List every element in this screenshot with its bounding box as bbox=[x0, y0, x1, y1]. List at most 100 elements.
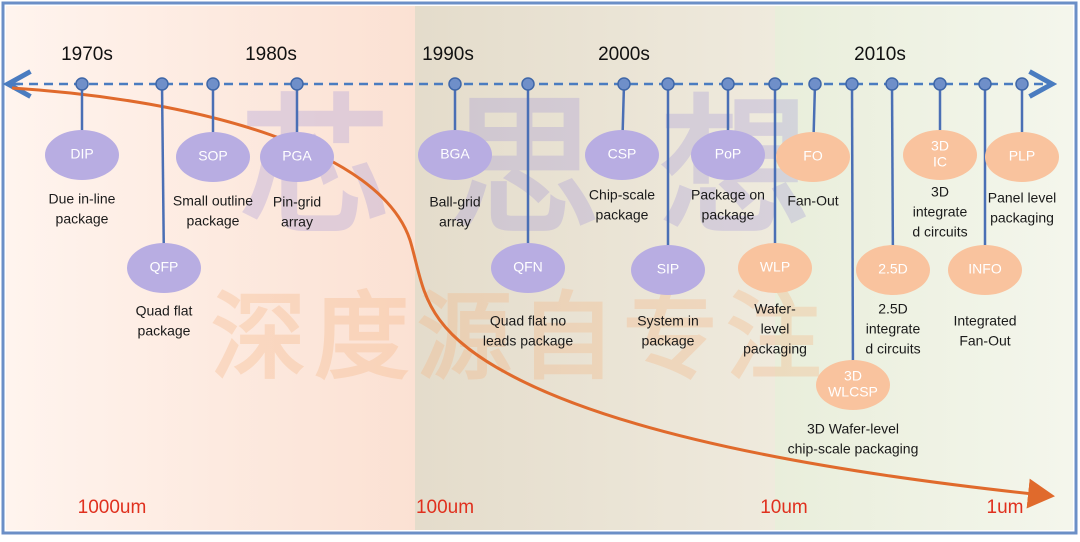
decade-label: 1970s bbox=[61, 44, 113, 65]
package-bubble bbox=[176, 132, 250, 182]
package-description: package bbox=[596, 207, 649, 223]
package-description: level bbox=[761, 321, 790, 337]
package-description: System in bbox=[637, 313, 698, 329]
package-label: INFO bbox=[968, 261, 1002, 277]
package-description: Fan-Out bbox=[787, 193, 838, 209]
connector bbox=[850, 83, 855, 386]
package-description: chip-scale packaging bbox=[788, 441, 919, 457]
package-label: SIP bbox=[657, 261, 680, 277]
timeline-dot bbox=[885, 77, 899, 91]
timeline-dot bbox=[206, 77, 220, 91]
package-description: integrate bbox=[913, 204, 968, 220]
package-label: QFN bbox=[513, 259, 543, 275]
package-bubble bbox=[585, 130, 659, 180]
package-label: SOP bbox=[198, 148, 228, 164]
package-description: 2.5D bbox=[878, 301, 908, 317]
decade-label: 2010s bbox=[854, 44, 906, 65]
package-bubble bbox=[856, 245, 930, 295]
decade-label: 2000s bbox=[598, 44, 650, 65]
content: 1970s 1980s 1990s 2000s 2010s DIP Due in-line p… bbox=[45, 44, 1059, 518]
timeline-dot bbox=[521, 77, 535, 91]
feature-size-label: 10um bbox=[760, 497, 808, 518]
timeline-dot bbox=[768, 77, 782, 91]
package-description: package bbox=[56, 211, 109, 227]
package-bubble bbox=[985, 132, 1059, 182]
package-description: package bbox=[642, 333, 695, 349]
package-description: package bbox=[187, 213, 240, 229]
package-bubble bbox=[738, 243, 812, 293]
package-description: Wafer- bbox=[754, 301, 796, 317]
timeline-dot bbox=[290, 77, 304, 91]
package-bubble bbox=[948, 245, 1022, 295]
timeline-dot bbox=[155, 77, 169, 91]
package-description: package bbox=[702, 207, 755, 223]
timeline-dot bbox=[845, 77, 859, 91]
decade-label: 1990s bbox=[422, 44, 474, 65]
package-description: Panel level bbox=[988, 190, 1057, 206]
package-bubble bbox=[127, 243, 201, 293]
package-label: DIP bbox=[70, 146, 93, 162]
package-description: 3D bbox=[931, 184, 949, 200]
feature-size-label: 100um bbox=[416, 497, 474, 518]
package-bubble bbox=[691, 130, 765, 180]
package-bubble bbox=[260, 132, 334, 182]
package-description: Pin-grid bbox=[273, 194, 321, 210]
package-description: Package on bbox=[691, 187, 765, 203]
package-label: PLP bbox=[1009, 148, 1035, 164]
package-description: packaging bbox=[990, 210, 1054, 226]
package-description: 3D Wafer-level bbox=[807, 421, 899, 437]
timeline-dot bbox=[75, 77, 89, 91]
timeline-dot bbox=[661, 77, 675, 91]
decade-label: 1980s bbox=[245, 44, 297, 65]
feature-size-label: 1um bbox=[987, 497, 1024, 518]
package-description: Quad flat no bbox=[490, 313, 566, 329]
timeline-dot bbox=[1015, 77, 1029, 91]
package-label: BGA bbox=[440, 146, 470, 162]
package-description: Integrated bbox=[953, 313, 1016, 329]
package-bubble bbox=[45, 130, 119, 180]
package-description: packaging bbox=[743, 341, 807, 357]
package-bubble bbox=[776, 132, 850, 182]
package-label: QFP bbox=[150, 259, 179, 275]
package-label: 3D bbox=[844, 368, 862, 384]
feature-size-label: 1000um bbox=[78, 497, 147, 518]
connector bbox=[160, 83, 166, 269]
package-description: Fan-Out bbox=[959, 333, 1010, 349]
package-bubble bbox=[491, 243, 565, 293]
package-description: Quad flat bbox=[136, 303, 193, 319]
timeline-dot bbox=[617, 77, 631, 91]
package-label: PoP bbox=[715, 146, 741, 162]
package-bubble bbox=[903, 130, 977, 180]
package-description: Small outline bbox=[173, 193, 253, 209]
timeline-dot bbox=[933, 77, 947, 91]
package-bubble bbox=[631, 245, 705, 295]
package-label: 3D bbox=[931, 138, 949, 154]
package-label: 2.5D bbox=[878, 261, 908, 277]
package-label: CSP bbox=[608, 146, 637, 162]
timeline-dot bbox=[721, 77, 735, 91]
package-label: WLP bbox=[760, 259, 790, 275]
connector bbox=[890, 83, 895, 271]
package-description: Due in-line bbox=[49, 191, 116, 207]
package-description: array bbox=[281, 214, 313, 230]
package-description: d circuits bbox=[912, 224, 967, 240]
watermark: 深度源自专注 bbox=[211, 285, 829, 391]
package-label: IC bbox=[933, 154, 947, 170]
package-description: array bbox=[439, 214, 471, 230]
timeline-dot bbox=[808, 77, 822, 91]
package-description: leads package bbox=[483, 333, 574, 349]
package-label: PGA bbox=[282, 148, 312, 164]
package-label: FO bbox=[803, 148, 823, 164]
size-curve bbox=[11, 86, 1055, 509]
package-description: integrate bbox=[866, 321, 921, 337]
timeline-dot bbox=[448, 77, 462, 91]
package-description: Ball-grid bbox=[429, 194, 480, 210]
package-description: Chip-scale bbox=[589, 187, 655, 203]
package-description: d circuits bbox=[865, 341, 920, 357]
package-description: package bbox=[138, 323, 191, 339]
package-label: WLCSP bbox=[828, 384, 878, 400]
timeline-dot bbox=[978, 77, 992, 91]
package-bubble bbox=[816, 360, 890, 410]
